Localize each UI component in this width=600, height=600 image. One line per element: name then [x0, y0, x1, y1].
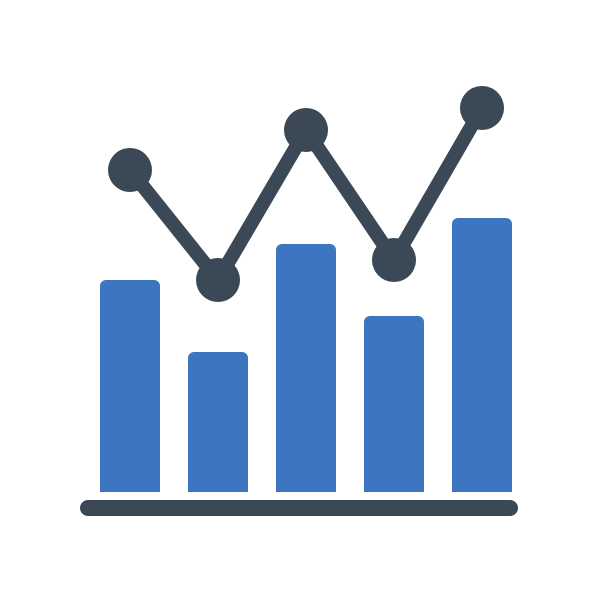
bar-1: [100, 280, 160, 492]
chart-baseline: [80, 500, 518, 516]
trend-node-5: [460, 86, 504, 130]
bar-5: [452, 218, 512, 492]
bar-2: [188, 352, 248, 492]
trend-node-4: [372, 238, 416, 282]
trend-node-1: [108, 148, 152, 192]
trend-node-2: [196, 258, 240, 302]
bar-4: [364, 316, 424, 492]
bar-3: [276, 244, 336, 492]
analytics-chart-icon: [0, 0, 600, 600]
trend-node-3: [284, 108, 328, 152]
